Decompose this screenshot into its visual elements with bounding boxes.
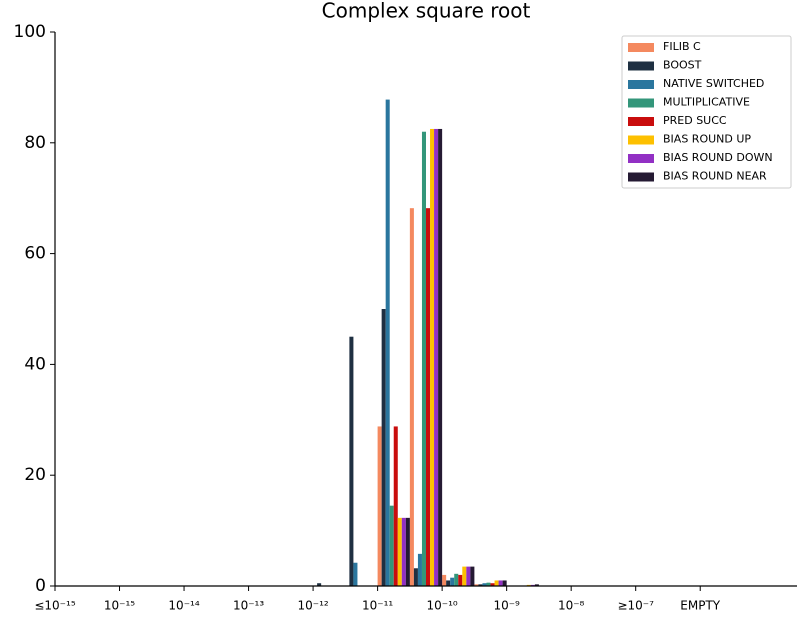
bar xyxy=(442,574,447,586)
bar xyxy=(434,128,439,586)
legend-box xyxy=(621,35,792,189)
x-tick-label: EMPTY xyxy=(680,599,721,613)
y-tick-label: 60 xyxy=(24,244,46,264)
bar xyxy=(397,517,402,586)
legend-swatch xyxy=(628,135,654,145)
x-tick-label: 10⁻¹⁰ xyxy=(427,599,458,613)
bar xyxy=(377,426,382,586)
bar xyxy=(381,309,386,586)
legend-swatch xyxy=(628,80,654,89)
bar xyxy=(426,208,431,586)
legend-label: NATIVE SWITCHED xyxy=(663,77,764,90)
legend-swatch xyxy=(628,154,654,163)
legend-swatch xyxy=(628,172,654,182)
bar xyxy=(498,580,503,586)
bar xyxy=(421,131,426,586)
legend-label: PRED SUCC xyxy=(663,114,727,127)
bar xyxy=(446,580,451,586)
legend-swatch xyxy=(628,43,654,52)
bar xyxy=(502,580,507,586)
bar xyxy=(494,580,499,586)
bar xyxy=(353,562,358,586)
bar xyxy=(393,426,398,586)
x-tick-label: 10⁻¹³ xyxy=(233,599,264,613)
x-tick-label: 10⁻⁹ xyxy=(493,599,520,613)
legend-swatch xyxy=(628,117,654,126)
bar xyxy=(462,566,467,586)
y-tick-label: 100 xyxy=(14,22,46,42)
legend-label: FILIB C xyxy=(663,40,701,53)
bar xyxy=(474,584,479,586)
x-tick-label: 10⁻¹⁴ xyxy=(168,599,199,613)
x-tick-label: ≤10⁻¹⁵ xyxy=(34,599,75,613)
bar xyxy=(458,574,463,586)
y-tick-label: 40 xyxy=(24,354,46,374)
bar xyxy=(450,577,455,586)
legend-label: BIAS ROUND NEAR xyxy=(663,170,767,183)
bar xyxy=(405,517,410,586)
legend-label: BOOST xyxy=(663,59,702,72)
x-tick-label: 10⁻¹¹ xyxy=(362,599,393,613)
y-tick-label: 0 xyxy=(35,576,46,596)
bar xyxy=(409,208,414,586)
chart-title: Complex square root xyxy=(322,0,531,23)
legend-swatch xyxy=(628,61,654,71)
bar xyxy=(417,553,422,586)
y-tick-label: 80 xyxy=(24,133,46,153)
bar xyxy=(466,566,471,586)
legend-label: MULTIPLICATIVE xyxy=(663,96,750,109)
bar xyxy=(349,336,354,586)
legend-label: BIAS ROUND DOWN xyxy=(663,151,773,164)
y-tick-label: 20 xyxy=(24,465,46,485)
bar xyxy=(385,99,390,586)
bar xyxy=(438,128,443,586)
legend-swatch xyxy=(628,98,654,108)
x-tick-label: 10⁻¹² xyxy=(297,599,328,613)
x-tick-label: ≥10⁻⁷ xyxy=(617,599,654,613)
bar xyxy=(454,573,459,586)
bar xyxy=(413,568,418,586)
legend-label: BIAS ROUND UP xyxy=(663,133,751,146)
bar xyxy=(486,582,491,586)
bar xyxy=(482,583,487,586)
bar xyxy=(317,583,322,586)
x-tick-label: 10⁻¹⁵ xyxy=(104,599,135,613)
bar xyxy=(470,566,475,586)
bar xyxy=(478,584,483,586)
bar xyxy=(430,128,435,586)
bar xyxy=(534,584,539,586)
x-tick-label: 10⁻⁸ xyxy=(558,599,585,613)
bar xyxy=(389,505,394,586)
bar xyxy=(401,517,406,586)
bar xyxy=(490,583,495,586)
